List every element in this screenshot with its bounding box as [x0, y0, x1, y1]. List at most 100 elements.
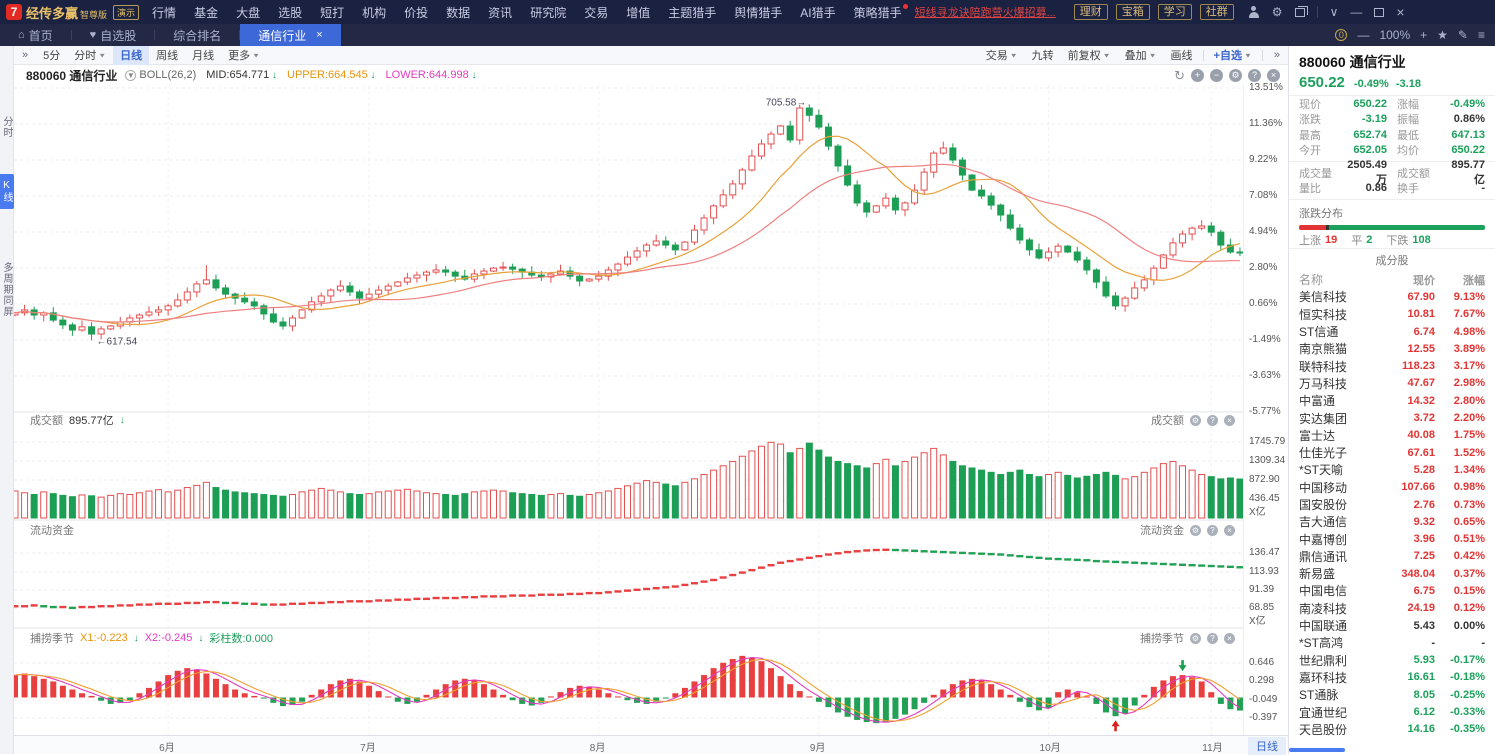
component-row[interactable]: 天邑股份 14.16 -0.35%: [1289, 721, 1495, 738]
pane-settings-icon[interactable]: ⚙: [1190, 414, 1201, 426]
promo-link[interactable]: 短线寻龙诀陪跑营火爆招募...: [914, 7, 1056, 19]
period-月线[interactable]: 月线: [185, 47, 221, 63]
component-row[interactable]: 中国移动 107.66 0.98%: [1289, 479, 1495, 496]
menu-item-行情[interactable]: 行情: [152, 5, 177, 20]
menu-item-选股[interactable]: 选股: [278, 5, 303, 20]
component-row[interactable]: 吉大通信 9.32 0.65%: [1289, 513, 1495, 530]
tool-画线[interactable]: 画线: [1164, 47, 1200, 63]
component-row[interactable]: *ST天喻 5.28 1.34%: [1289, 461, 1495, 478]
menu-item-主题猎手[interactable]: 主题猎手: [668, 5, 717, 20]
tool-前复权[interactable]: 前复权 ▼: [1061, 47, 1118, 63]
zoom-in-chart-icon[interactable]: +: [1191, 68, 1204, 82]
rail-item-K线[interactable]: K线: [0, 174, 14, 209]
menu-item-舆情猎手[interactable]: 舆情猎手: [734, 5, 783, 20]
rail-item-多周期同屏[interactable]: 多周期同屏: [1, 262, 12, 317]
pane-close-icon[interactable]: ×: [1224, 414, 1235, 426]
chart-plot-area[interactable]: 705.58→ ←617.54: [11, 85, 1244, 735]
close-icon[interactable]: ×: [1396, 4, 1405, 20]
zoom-in-icon[interactable]: +: [1420, 28, 1428, 42]
indicator-toggle-icon[interactable]: ▼: [125, 69, 137, 81]
component-row[interactable]: *ST高鸿 - -: [1289, 634, 1495, 651]
component-row[interactable]: 宜通世纪 6.12 -0.33%: [1289, 703, 1495, 720]
component-row[interactable]: 新易盛 348.04 0.37%: [1289, 565, 1495, 582]
component-row[interactable]: 中国联通 5.43 0.00%: [1289, 617, 1495, 634]
menu-item-研究院[interactable]: 研究院: [530, 5, 567, 20]
menu-item-交易[interactable]: 交易: [584, 5, 609, 20]
period-更多[interactable]: 更多 ▼: [221, 47, 267, 63]
component-row[interactable]: ST信通 6.74 4.98%: [1289, 323, 1495, 340]
menu-item-价投[interactable]: 价投: [404, 5, 429, 20]
pane-settings-icon[interactable]: ⚙: [1229, 68, 1242, 82]
period-5分[interactable]: 5分: [36, 47, 67, 63]
settings-gear-icon[interactable]: ⚙: [1271, 5, 1283, 19]
help-icon[interactable]: ?: [1248, 68, 1261, 82]
component-row[interactable]: 仕佳光子 67.61 1.52%: [1289, 444, 1495, 461]
component-row[interactable]: 万马科技 47.67 2.98%: [1289, 375, 1495, 392]
pane-close-icon[interactable]: ×: [1224, 632, 1235, 644]
component-row[interactable]: 鼎信通讯 7.25 0.42%: [1289, 548, 1495, 565]
user-icon[interactable]: [1248, 6, 1260, 18]
menu-item-短打[interactable]: 短打: [320, 5, 345, 20]
period-周线[interactable]: 周线: [149, 47, 185, 63]
period-分时[interactable]: 分时 ▼: [67, 47, 113, 63]
component-row[interactable]: 富士达 40.08 1.75%: [1289, 427, 1495, 444]
menu-item-资讯[interactable]: 资讯: [488, 5, 513, 20]
component-row[interactable]: 南京熊猫 12.55 3.89%: [1289, 340, 1495, 357]
pane-close-icon[interactable]: ×: [1224, 524, 1235, 536]
component-row[interactable]: 南凌科技 24.19 0.12%: [1289, 600, 1495, 617]
component-row[interactable]: 中国电信 6.75 0.15%: [1289, 582, 1495, 599]
tab-通信行业[interactable]: 通信行业 ×: [240, 24, 341, 46]
tab-综合排名[interactable]: 综合排名: [155, 24, 239, 46]
quick-button-理财[interactable]: 理财: [1073, 4, 1108, 20]
expand-periods-icon[interactable]: »: [22, 49, 29, 61]
menu-item-大盘[interactable]: 大盘: [236, 5, 261, 20]
menu-item-增值[interactable]: 增值: [626, 5, 651, 20]
menu-item-机构[interactable]: 机构: [362, 5, 387, 20]
zoom-out-icon[interactable]: —: [1357, 28, 1370, 42]
minimize-icon[interactable]: —: [1350, 5, 1363, 19]
quick-button-学习[interactable]: 学习: [1157, 4, 1192, 20]
tab-自选股[interactable]: ♥ 自选股: [72, 24, 155, 46]
quick-button-社群[interactable]: 社群: [1199, 4, 1234, 20]
edit-pencil-icon[interactable]: ✎: [1457, 28, 1468, 42]
pane-settings-icon[interactable]: ⚙: [1190, 524, 1201, 536]
pane-help-icon[interactable]: ?: [1207, 524, 1218, 536]
menu-item-AI猎手[interactable]: AI猎手: [800, 5, 836, 20]
period-日线[interactable]: 日线: [113, 45, 150, 65]
indicator-name[interactable]: BOLL(26,2): [139, 69, 197, 81]
rail-item-分时[interactable]: 分时: [1, 116, 12, 138]
component-row[interactable]: 美信科技 67.90 9.13%: [1289, 288, 1495, 305]
tab-close-icon[interactable]: ×: [316, 29, 323, 41]
layout-list-icon[interactable]: ≡: [1477, 28, 1485, 42]
component-row[interactable]: 世纪鼎利 5.93 -0.17%: [1289, 652, 1495, 669]
zoom-out-chart-icon[interactable]: −: [1210, 68, 1223, 82]
component-row[interactable]: 联特科技 118.23 3.17%: [1289, 357, 1495, 374]
more-tools-icon[interactable]: »: [1273, 49, 1280, 61]
collapse-titlebar-icon[interactable]: ∨: [1329, 5, 1339, 19]
period-label-button[interactable]: 日线: [1248, 737, 1286, 755]
component-row[interactable]: 中嘉博创 3.96 0.51%: [1289, 530, 1495, 547]
favorite-star-icon[interactable]: ★: [1437, 28, 1448, 42]
pane-help-icon[interactable]: ?: [1207, 632, 1218, 644]
windows-switch-icon[interactable]: [1294, 5, 1308, 17]
maximize-icon[interactable]: [1374, 7, 1385, 17]
component-row[interactable]: 嘉环科技 16.61 -0.18%: [1289, 669, 1495, 686]
tab-首页[interactable]: ⌂ 首页: [0, 24, 71, 46]
close-pane-icon[interactable]: ×: [1267, 68, 1280, 82]
component-row[interactable]: 中富通 14.32 2.80%: [1289, 392, 1495, 409]
tool-交易[interactable]: 交易 ▼: [979, 47, 1025, 63]
tool-九转[interactable]: 九转: [1025, 47, 1061, 63]
component-row[interactable]: ST通脉 8.05 -0.25%: [1289, 686, 1495, 703]
pane-help-icon[interactable]: ?: [1207, 414, 1218, 426]
component-row[interactable]: 恒实科技 10.81 7.67%: [1289, 306, 1495, 323]
quick-button-宝箱[interactable]: 宝箱: [1115, 4, 1150, 20]
pane-settings-icon[interactable]: ⚙: [1190, 632, 1201, 644]
panel-scrollbar[interactable]: [1289, 748, 1345, 752]
component-row[interactable]: 实达集团 3.72 2.20%: [1289, 409, 1495, 426]
menu-item-基金[interactable]: 基金: [194, 5, 219, 20]
tool-叠加[interactable]: 叠加 ▼: [1118, 47, 1164, 63]
menu-item-数据[interactable]: 数据: [446, 5, 471, 20]
tool-+自选[interactable]: +自选 ▼: [1207, 47, 1259, 63]
coin-icon[interactable]: 0: [1335, 29, 1348, 41]
refresh-icon[interactable]: ↻: [1174, 67, 1185, 83]
